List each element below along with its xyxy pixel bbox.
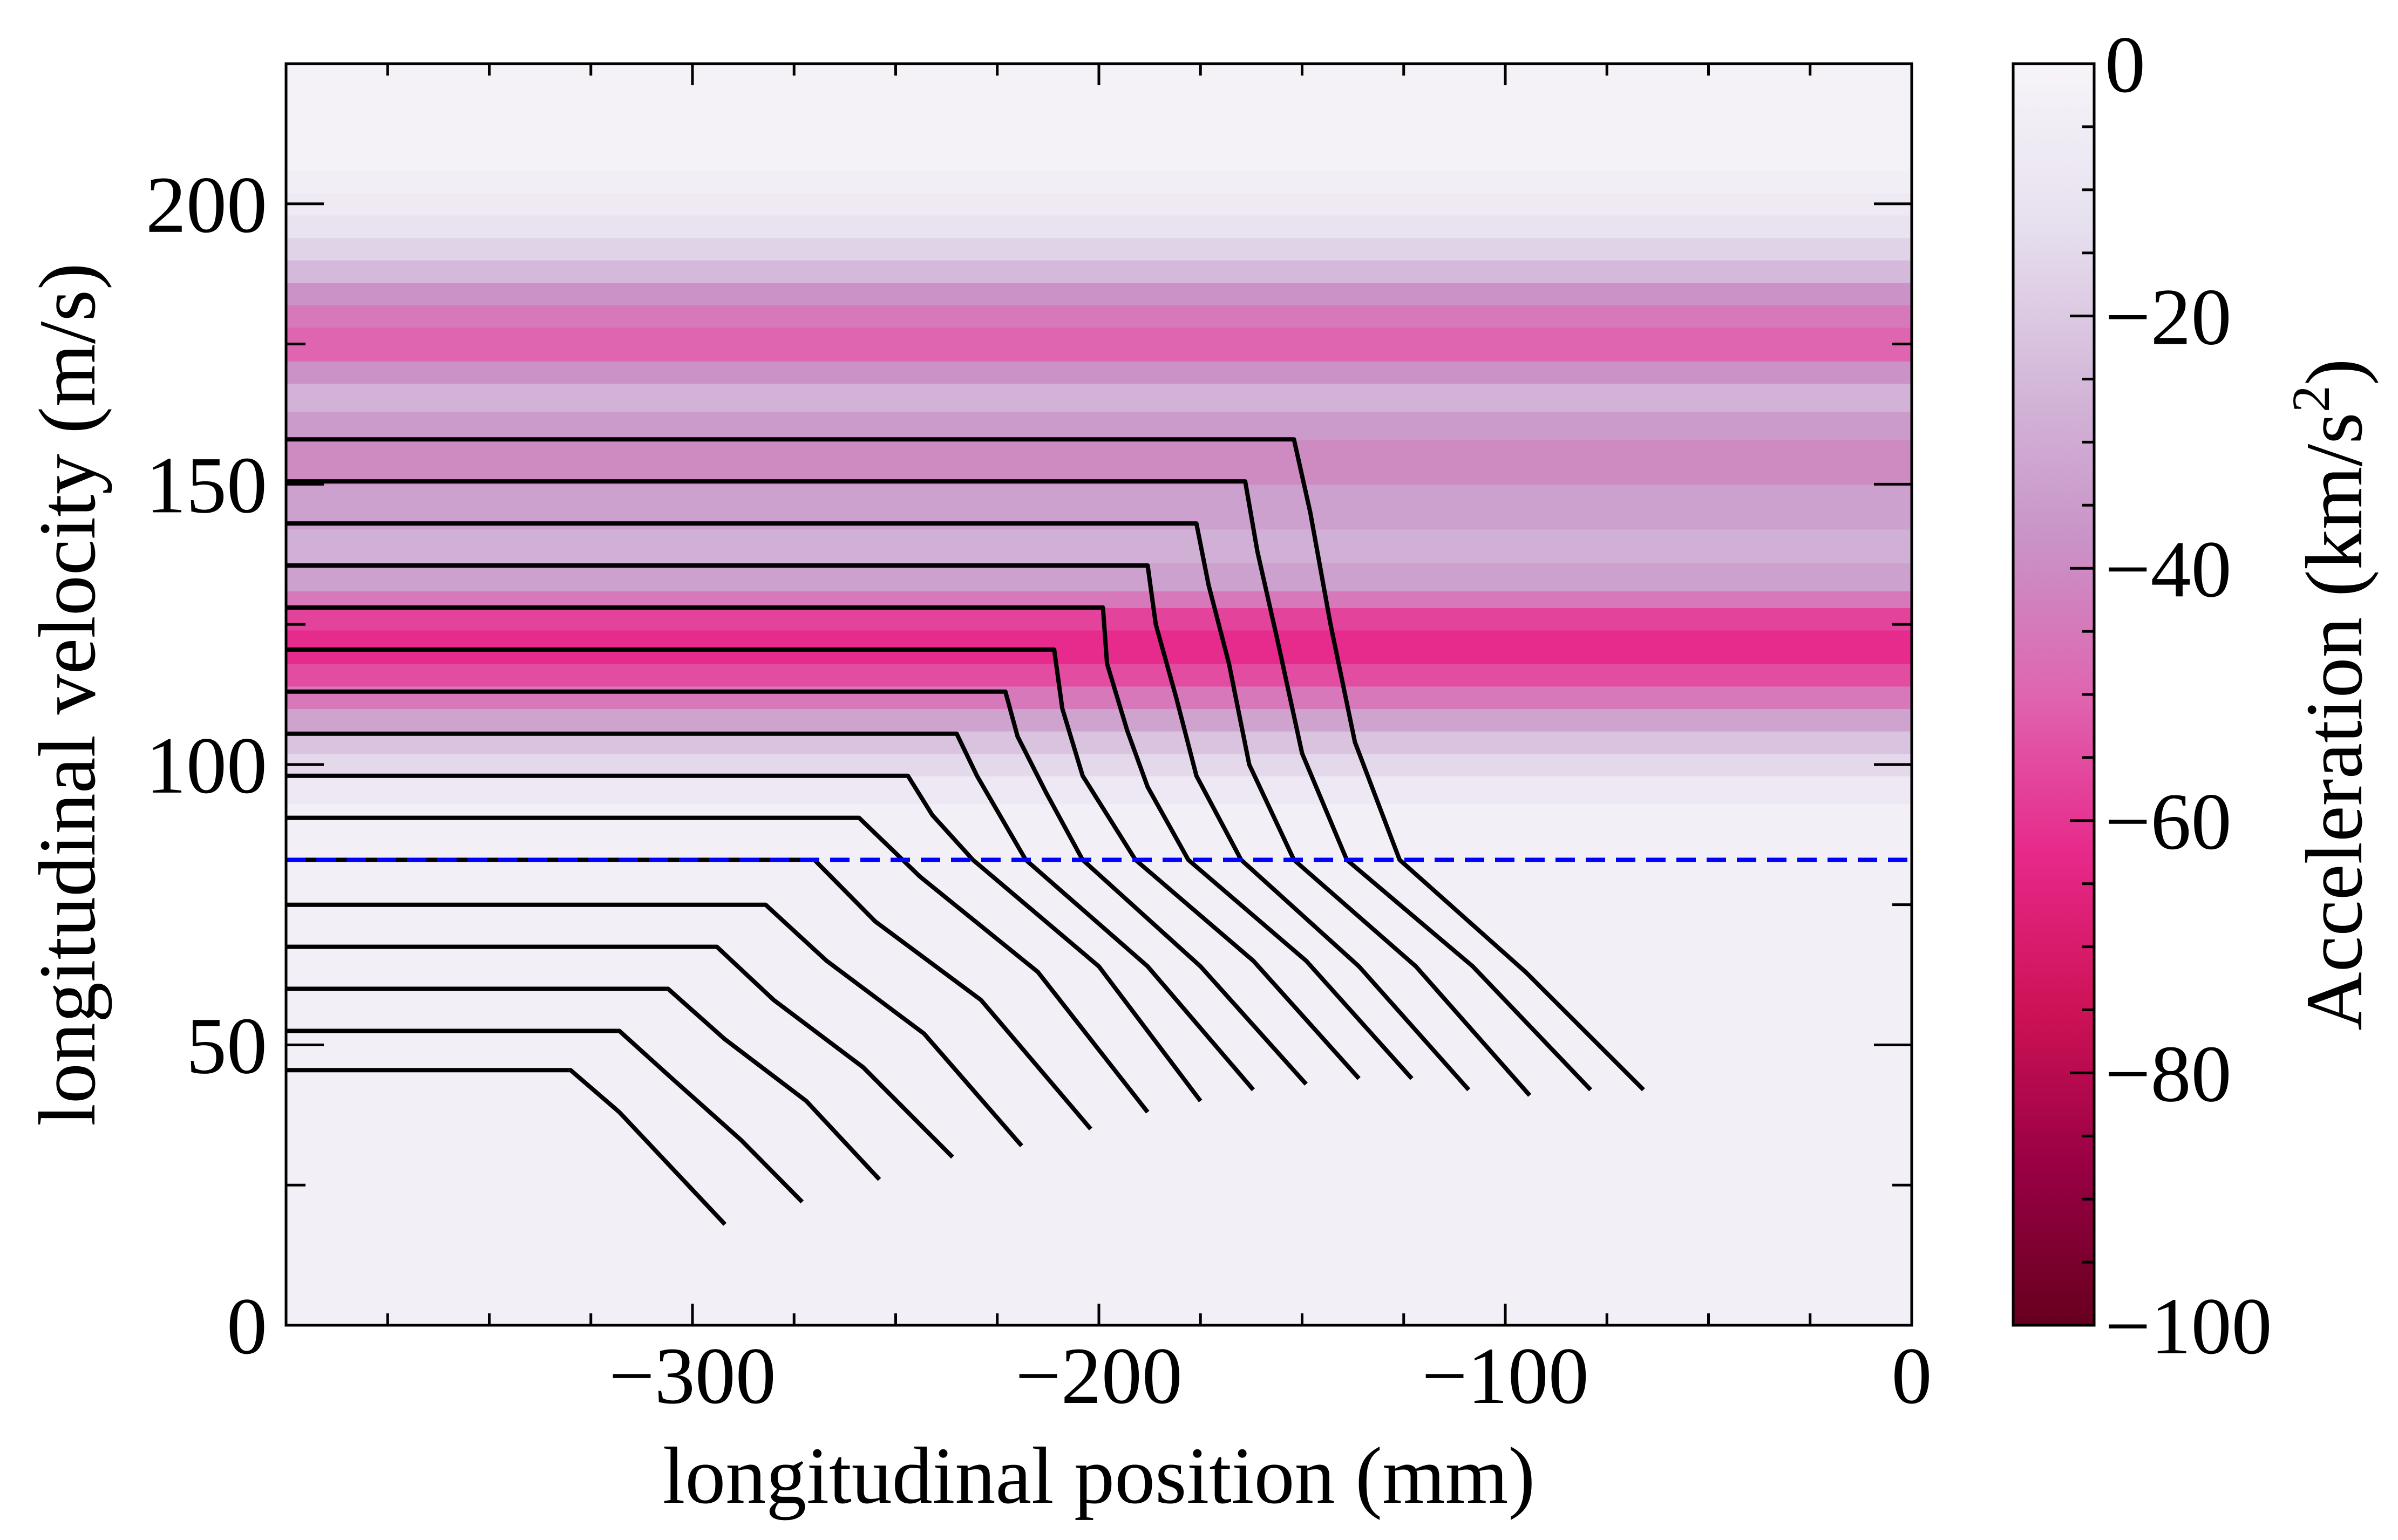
heatmap-band-6 <box>286 663 1912 687</box>
trajectory-series <box>286 437 1645 1226</box>
colorbar-tick-label: −40 <box>2105 524 2232 614</box>
colorbar-label-end: ) <box>2290 358 2379 385</box>
x-tick-label: 0 <box>1892 1331 1932 1421</box>
heatmap-band-24 <box>286 170 1912 193</box>
heatmap-band-13 <box>286 439 1912 485</box>
heatmap-band-21 <box>286 237 1912 261</box>
trajectory-line-1 <box>286 1068 727 1226</box>
trajectory-line-4 <box>286 944 954 1159</box>
trajectory-line-7 <box>286 815 1150 1114</box>
heatmap-band-5 <box>286 686 1912 709</box>
x-axis-label: longitudinal position (mm) <box>663 1431 1536 1521</box>
colorbar-label-sup: 2 <box>2281 385 2341 412</box>
colorbar-label: Acceleration (km/s2) <box>2281 358 2379 1030</box>
trajectory-line-16 <box>286 437 1645 1092</box>
heatmap-band-11 <box>286 529 1912 563</box>
trajectory-line-14 <box>286 521 1532 1097</box>
heatmap-band-9 <box>286 590 1912 608</box>
heatmap-band-7 <box>286 630 1912 664</box>
colorbar-axis: 0 −20 −40 −60 −80 −100 <box>2070 20 2272 1371</box>
colorbar-tick-label: −20 <box>2105 272 2232 362</box>
y-tick-label: 0 <box>227 1282 267 1371</box>
colorbar-tick-label: −60 <box>2105 777 2232 867</box>
heatmap-band-20 <box>286 260 1912 283</box>
heatmap-band-4 <box>286 708 1912 732</box>
y-tick-label: 50 <box>186 1001 267 1091</box>
heatmap-band-16 <box>286 360 1912 384</box>
heatmap-band-23 <box>286 192 1912 216</box>
trajectory-line-3 <box>286 986 881 1181</box>
y-tick-label: 200 <box>146 160 267 250</box>
trajectory-line-5 <box>286 902 1023 1148</box>
x-tick-label: −200 <box>1015 1331 1183 1421</box>
trajectory-line-6 <box>286 857 1092 1130</box>
y-tick-label: 150 <box>146 440 267 530</box>
y-axis: 0 50 100 150 200 <box>146 62 1912 1371</box>
heatmap-band-0 <box>286 803 1912 1325</box>
colorbar <box>2012 62 2096 1327</box>
heatmap-band-18 <box>286 304 1912 328</box>
y-tick-label: 100 <box>146 721 267 810</box>
colorbar-tick-label: −100 <box>2105 1282 2272 1371</box>
heatmap-band-15 <box>286 383 1912 412</box>
trajectory-line-10 <box>286 689 1308 1086</box>
trajectory-line-9 <box>286 731 1255 1092</box>
trajectory-line-11 <box>286 647 1361 1080</box>
x-tick-label: −300 <box>609 1331 776 1421</box>
trajectory-line-8 <box>286 773 1203 1102</box>
x-tick-label: −100 <box>1422 1331 1589 1421</box>
trajectory-line-12 <box>286 605 1414 1080</box>
colorbar-tick-label: −80 <box>2105 1029 2232 1119</box>
heatmap-band-19 <box>286 282 1912 305</box>
heatmap-band-8 <box>286 607 1912 631</box>
y-axis-label: longitudinal velocity (m/s) <box>23 263 112 1126</box>
colorbar-label-main: Acceleration (km/s <box>2290 412 2379 1030</box>
trajectory-line-13 <box>286 563 1471 1092</box>
heatmap-band-22 <box>286 215 1912 239</box>
heatmap-band-17 <box>286 327 1912 362</box>
trajectory-line-2 <box>286 1028 804 1204</box>
heatmap-band-2 <box>286 753 1912 776</box>
heatmap <box>286 64 1912 1325</box>
colorbar-tick-label: 0 <box>2105 20 2145 110</box>
x-axis: −300 −200 −100 0 <box>386 64 1932 1421</box>
heatmap-band-14 <box>286 411 1912 440</box>
trajectory-line-15 <box>286 479 1592 1092</box>
